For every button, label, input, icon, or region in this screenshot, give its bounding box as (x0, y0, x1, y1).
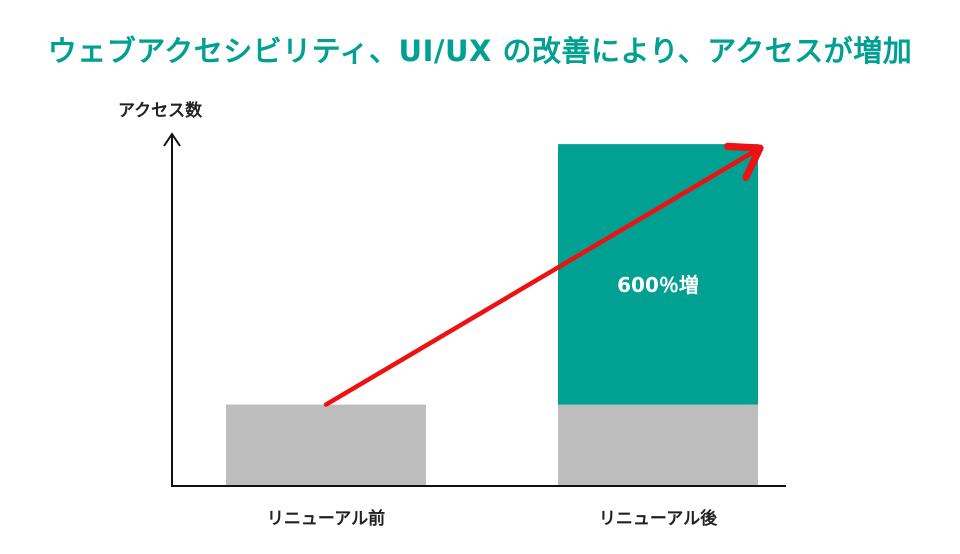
chart-title: ウェブアクセシビリティ、UI/UX の改善により、アクセスが増加 (47, 34, 913, 68)
bar-base-0 (226, 404, 426, 486)
y-axis-label: アクセス数 (118, 101, 203, 121)
category-label-0: リニューアル前 (267, 508, 385, 529)
increase-label: 600％増 (617, 273, 699, 297)
y-axis-arrow (163, 132, 181, 147)
category-label-1: リニューアル後 (599, 508, 718, 529)
bar-base-1 (558, 404, 758, 486)
increase-arrow (323, 142, 764, 407)
bar-increase-1 (558, 144, 758, 405)
